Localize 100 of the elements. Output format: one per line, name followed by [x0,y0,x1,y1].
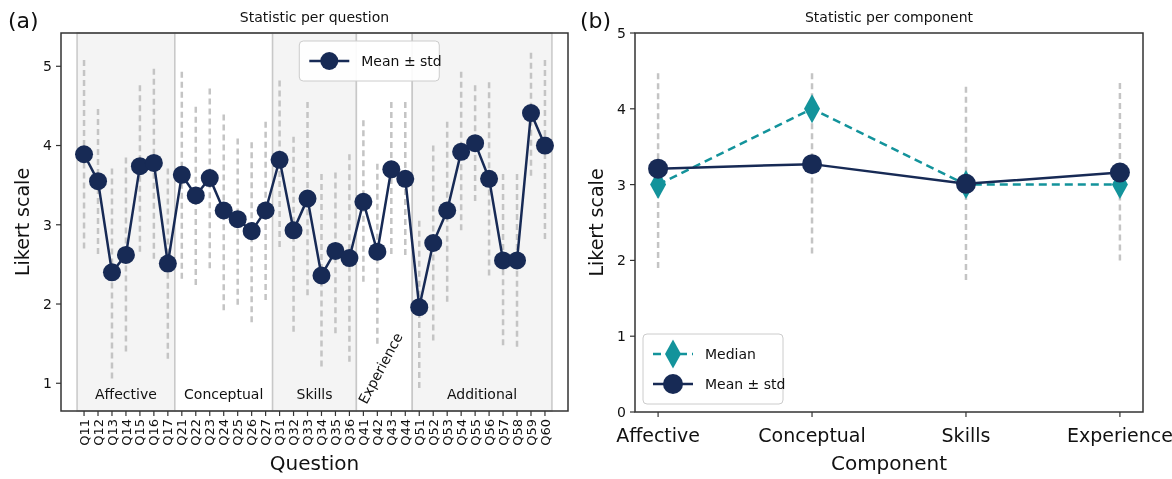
x-tick-label: Q58 [509,419,525,446]
x-tick-label: Q25 [230,419,246,446]
point [368,242,387,261]
y-tick-label: 2 [617,252,626,269]
point [172,165,191,184]
point [214,201,233,220]
chart-title: Statistic per question [239,9,390,25]
y-tick-label: 5 [617,24,626,41]
x-axis-title: Component [830,451,948,475]
x-tick-label: Q60 [537,419,553,446]
point [382,160,401,179]
point [1109,162,1130,183]
x-tick-label: Q43 [383,419,399,446]
point [102,263,121,282]
x-tick-label: Experience [1066,424,1172,446]
x-tick-label: Q55 [467,419,483,446]
band-label: Additional [446,386,518,402]
band-label: Skills [296,386,333,402]
x-tick-label: Q33 [300,419,316,446]
point [508,251,527,270]
legend-label: Median [705,345,756,362]
point [802,154,823,175]
y-tick-label: 4 [617,100,627,117]
x-tick-label: Q52 [425,419,441,446]
point [535,136,554,155]
x-tick-label: Q26 [244,419,260,446]
x-tick-label: Q31 [272,419,288,446]
x-tick-label: Conceptual [758,424,866,446]
y-tick-label: 3 [617,176,626,193]
x-tick-label: Q21 [174,419,190,446]
x-tick-label: Q42 [369,419,385,446]
point [200,169,219,187]
x-tick-label: Skills [941,424,991,446]
x-tick-label: Q44 [397,419,413,446]
y-tick-label: 3 [43,216,52,233]
point [75,145,94,164]
text: (a) [8,8,39,33]
x-tick-label: Q16 [146,419,162,446]
point [410,298,429,317]
legend-label: Mean ± std [361,52,442,69]
x-tick-label: Q11 [76,419,92,446]
x-tick-label: Q34 [314,419,330,446]
point [354,192,373,211]
x-tick-label: Q36 [341,419,357,446]
x-tick-label: Q24 [216,419,232,446]
x-tick-label: Q14 [118,419,134,446]
point [424,234,443,252]
x-tick-label: Q23 [202,419,218,446]
point [270,150,289,169]
x-axis-title: Question [269,451,360,475]
point [466,134,485,153]
y-tick-label: 4 [43,137,53,154]
y-tick-label: 1 [617,328,626,345]
x-tick-label: Q35 [328,419,343,446]
x-tick-label: Q54 [453,419,469,446]
x-tick-label: Q57 [495,419,511,446]
chart-title: Statistic per component [804,9,974,25]
point [438,201,457,220]
band-label: Conceptual [184,386,264,402]
point [312,266,331,285]
point [284,221,303,240]
x-tick-label: Q15 [132,419,148,446]
point [116,245,135,264]
x-tick-label: Q53 [439,419,455,446]
point [521,104,540,123]
y-tick-label: 5 [43,58,52,75]
x-tick-label: Q32 [286,419,302,446]
point [326,241,345,260]
x-tick-label: Q56 [481,419,497,446]
x-tick-label: Q22 [188,419,204,446]
legend-label: Mean ± std [705,375,786,392]
point [256,201,275,220]
point [648,158,669,179]
y-tick-label: 2 [43,295,52,312]
point [89,172,108,191]
point [298,189,317,208]
point [158,254,177,273]
point [340,249,359,268]
y-tick-label: 0 [617,403,626,420]
x-tick-label: Q12 [90,419,106,446]
point [228,210,247,229]
x-tick-label: Q59 [523,419,539,446]
point [144,153,163,172]
point [186,186,205,205]
x-tick-label: Q27 [258,419,274,446]
y-axis-title: Likert scale [11,167,33,277]
x-tick-label: Q13 [104,419,120,446]
text: (b) [580,8,612,33]
point [396,169,415,188]
x-tick-label: Q41 [355,419,371,446]
point [452,142,471,161]
x-tick-label: Affective [616,424,701,446]
point [480,169,499,188]
y-axis-title: Likert scale [585,168,607,277]
x-tick-label: Q17 [160,419,176,446]
band-label: Affective [95,386,157,402]
y-tick-label: 1 [43,375,52,392]
point [242,222,261,241]
x-tick-label: Q51 [411,419,427,446]
point [955,173,976,194]
